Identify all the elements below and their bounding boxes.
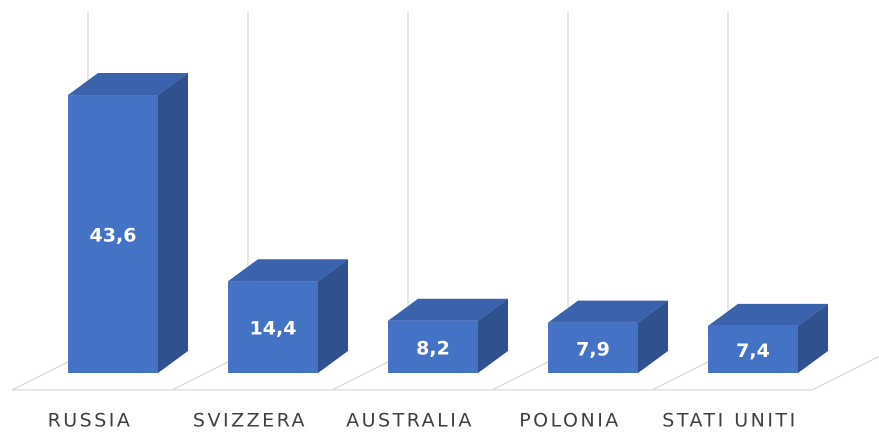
bar bbox=[68, 95, 158, 374]
bar-top bbox=[708, 303, 828, 326]
value-label: 14,4 bbox=[250, 318, 297, 340]
x-tick-label: AUSTRALIA bbox=[346, 410, 474, 432]
bar-side bbox=[478, 298, 508, 373]
bar-top bbox=[228, 259, 348, 282]
bar-side bbox=[158, 73, 188, 374]
x-tick-label: POLONIA bbox=[519, 410, 621, 432]
x-tick-label: RUSSIA bbox=[48, 410, 133, 432]
bar-side bbox=[798, 303, 828, 373]
value-label: 7,9 bbox=[576, 338, 610, 360]
bar-top bbox=[388, 298, 508, 321]
bar bbox=[548, 322, 638, 373]
bar-side bbox=[318, 259, 348, 373]
bar-top bbox=[548, 300, 668, 323]
bar bbox=[708, 325, 798, 373]
bar bbox=[228, 281, 318, 373]
value-label: 8,2 bbox=[416, 337, 450, 359]
bar-top bbox=[68, 73, 188, 96]
bar bbox=[388, 320, 478, 373]
value-label: 7,4 bbox=[736, 340, 770, 362]
x-tick-label: STATI UNITI bbox=[662, 410, 797, 432]
bar-side bbox=[638, 300, 668, 373]
floor-line bbox=[811, 355, 879, 391]
x-tick-label: SVIZZERA bbox=[193, 410, 307, 432]
value-label: 43,6 bbox=[90, 225, 137, 247]
